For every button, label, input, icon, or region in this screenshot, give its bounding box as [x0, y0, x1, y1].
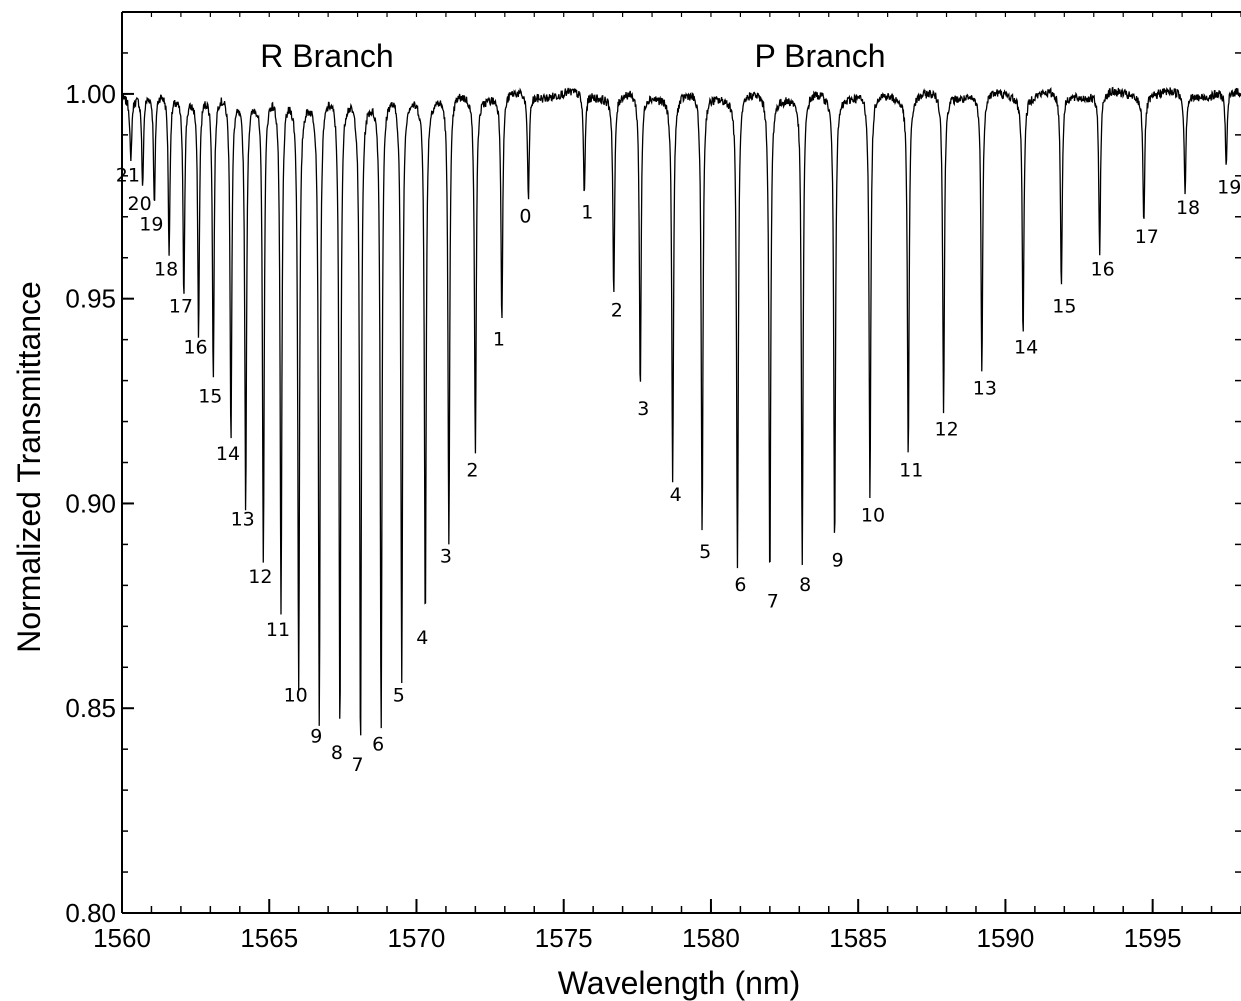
line-label-r-2: 2: [466, 459, 478, 481]
line-label-r-1: 1: [493, 328, 505, 350]
x-tick-label: 1565: [240, 923, 298, 953]
line-label-r-18: 18: [154, 259, 178, 281]
line-label-p-6: 6: [734, 574, 746, 596]
line-label-p-17: 17: [1135, 226, 1159, 248]
x-tick-label: 1595: [1124, 923, 1182, 953]
x-tick-label: 1570: [388, 923, 446, 953]
line-label-p-14: 14: [1014, 336, 1038, 358]
line-label-r-5: 5: [393, 685, 405, 707]
y-tick-label: 0.95: [65, 284, 116, 314]
x-tick-label: 1585: [829, 923, 887, 953]
line-label-r-21: 21: [116, 164, 140, 186]
line-label-r-19: 19: [139, 214, 163, 236]
x-tick-label: 1590: [976, 923, 1034, 953]
line-label-p-9: 9: [832, 549, 844, 571]
line-label-r-15: 15: [198, 386, 222, 408]
line-label-p-18: 18: [1176, 197, 1200, 219]
line-label-p-7: 7: [767, 590, 779, 612]
line-label-r-3: 3: [440, 545, 452, 567]
line-label-p-13: 13: [973, 377, 997, 399]
line-label-p-12: 12: [934, 418, 958, 440]
line-label-r-4: 4: [416, 627, 428, 649]
y-tick-label: 0.85: [65, 693, 116, 723]
x-tick-label: 1580: [682, 923, 740, 953]
line-label-r-8: 8: [331, 742, 343, 764]
line-label-r-7: 7: [351, 754, 363, 776]
line-label-r-16: 16: [183, 336, 207, 358]
line-label-r-11: 11: [266, 619, 290, 641]
x-tick-label: 1560: [93, 923, 151, 953]
line-label-p-5: 5: [699, 541, 711, 563]
x-axis-ticks: 1560 1565 1570 1575 1580 1585 1590 1595: [93, 12, 1241, 953]
plot-frame: [122, 12, 1241, 913]
p-branch-label: P Branch: [754, 38, 885, 74]
line-label-r-10: 10: [284, 685, 308, 707]
line-label-p-4: 4: [670, 484, 682, 506]
line-label-r-0: 0: [519, 205, 531, 227]
x-tick-label: 1575: [535, 923, 593, 953]
line-label-p-19: 19: [1217, 177, 1241, 199]
line-label-p-2: 2: [611, 300, 623, 322]
line-label-r-9: 9: [310, 726, 322, 748]
r-branch-label: R Branch: [260, 38, 393, 74]
line-label-r-20: 20: [128, 193, 152, 215]
y-axis-label: Normalized Transmittance: [11, 281, 47, 653]
line-label-r-6: 6: [372, 734, 384, 756]
y-tick-label: 0.90: [65, 488, 116, 518]
line-label-r-12: 12: [248, 566, 272, 588]
line-label-p-16: 16: [1091, 259, 1115, 281]
line-label-p-10: 10: [861, 504, 885, 526]
y-axis-ticks: 0.800.850.900.951.00: [65, 12, 1241, 928]
line-label-r-17: 17: [169, 295, 193, 317]
line-label-p-1: 1: [581, 201, 593, 223]
line-label-r-14: 14: [216, 443, 240, 465]
y-tick-label: 1.00: [65, 79, 116, 109]
absorption-line-labels: 0123456789101112131415161718192021123456…: [116, 164, 1241, 776]
line-label-p-15: 15: [1052, 295, 1076, 317]
line-label-p-3: 3: [637, 398, 649, 420]
line-label-p-11: 11: [899, 459, 923, 481]
line-label-r-13: 13: [231, 508, 255, 530]
x-axis-label: Wavelength (nm): [558, 965, 800, 1001]
line-label-p-8: 8: [799, 574, 811, 596]
